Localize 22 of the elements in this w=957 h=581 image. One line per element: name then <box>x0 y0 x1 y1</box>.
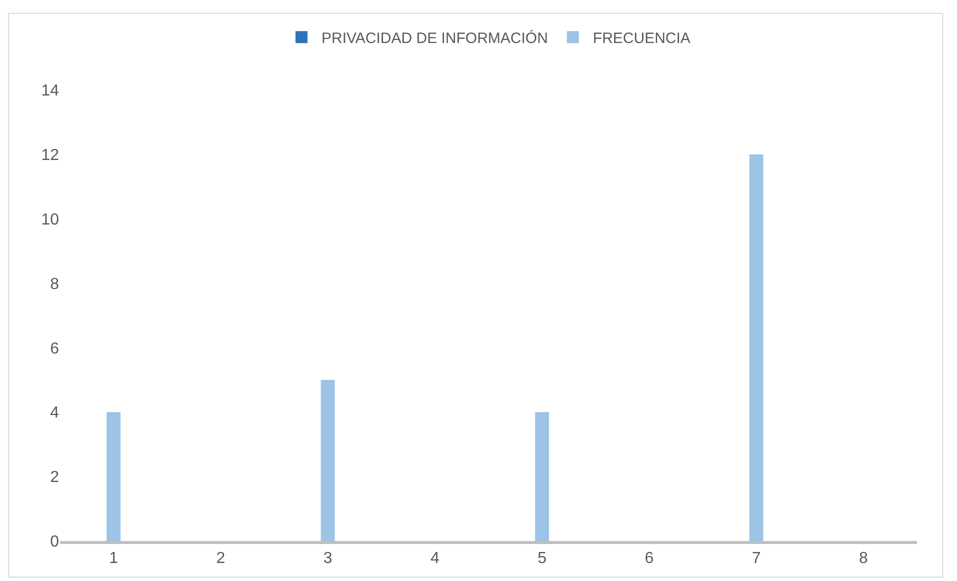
x-tick-label: 1 <box>109 550 118 568</box>
y-tick-label: 6 <box>50 340 60 358</box>
x-tick-label: 2 <box>216 550 226 568</box>
x-tick-label: 6 <box>644 550 654 568</box>
y-tick-label: 4 <box>50 404 60 422</box>
x-tick-label: 4 <box>430 550 440 568</box>
x-tick-label: 5 <box>538 550 547 568</box>
legend-label: PRIVACIDAD DE INFORMACIÓN <box>322 29 548 48</box>
x-tick-label: 8 <box>858 550 868 568</box>
bar <box>749 154 764 541</box>
bar <box>320 380 335 541</box>
y-tick-label: 2 <box>50 469 60 486</box>
legend-label: FRECUENCIA <box>592 30 690 48</box>
bar <box>535 412 550 541</box>
y-tick-label: 12 <box>41 147 60 164</box>
x-tick-label: 3 <box>323 550 332 568</box>
bar <box>106 412 121 541</box>
x-tick-label: 7 <box>752 550 761 568</box>
y-tick-label: 8 <box>50 276 60 293</box>
y-tick-label: 14 <box>41 82 60 100</box>
y-tick-label: 10 <box>41 211 60 228</box>
y-tick-label: 0 <box>50 534 60 551</box>
